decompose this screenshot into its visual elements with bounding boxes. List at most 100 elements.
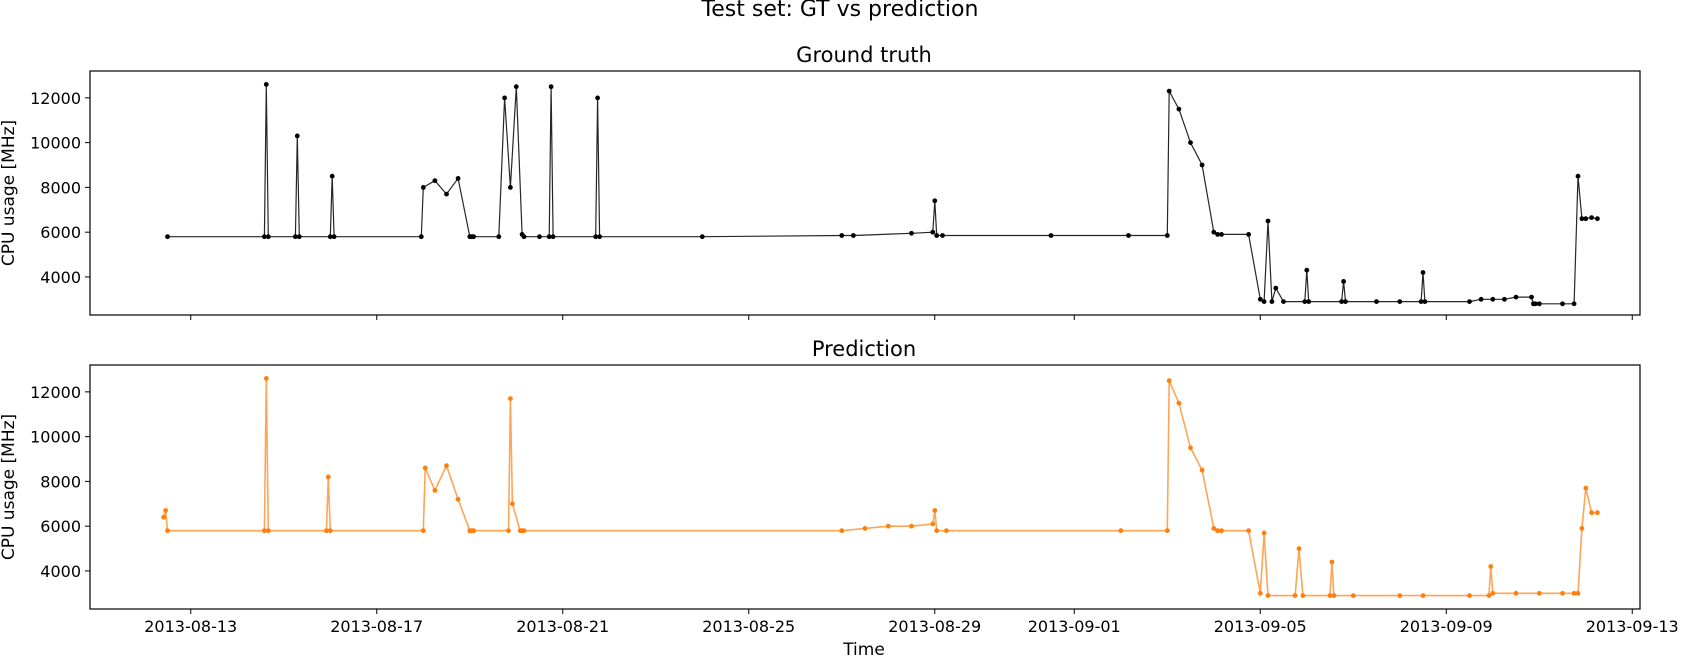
data-point-prediction: [1536, 590, 1542, 596]
data-point-ground-truth: [1215, 232, 1220, 237]
data-point-ground-truth: [932, 198, 938, 204]
data-point-prediction: [1292, 593, 1298, 598]
data-point-prediction: [1118, 528, 1124, 534]
data-point-prediction: [839, 528, 845, 534]
data-point-prediction: [930, 521, 936, 527]
data-point-ground-truth: [548, 84, 554, 90]
data-point-ground-truth: [327, 234, 333, 240]
data-point-ground-truth: [1536, 301, 1542, 307]
data-point-prediction: [455, 496, 461, 502]
data-point-prediction: [1215, 528, 1220, 534]
plot-area-prediction: [161, 376, 1600, 598]
data-point-ground-truth: [1341, 279, 1346, 284]
data-point-ground-truth: [1269, 299, 1275, 304]
y-tick-label: 10000: [30, 134, 81, 153]
data-point-ground-truth: [1533, 301, 1538, 307]
panel-prediction: Prediction CPU usage [MHz] 4000 6000 8000 1…: [0, 337, 1679, 636]
data-point-ground-truth: [1281, 299, 1286, 304]
data-point-prediction: [1488, 564, 1494, 569]
data-point-prediction: [1350, 593, 1356, 598]
data-point-prediction: [862, 526, 868, 531]
data-point-prediction: [1583, 485, 1589, 491]
data-point-prediction: [508, 396, 513, 401]
data-point-prediction: [1329, 559, 1335, 565]
data-point-prediction: [161, 514, 167, 520]
data-point-prediction: [432, 488, 438, 493]
panel-title-prediction: Prediction: [812, 337, 916, 361]
data-point-ground-truth: [1304, 267, 1310, 273]
data-point-prediction: [422, 465, 428, 471]
data-point-prediction: [444, 463, 449, 469]
x-tick-label: 2013-09-05: [1214, 617, 1307, 636]
data-point-prediction: [1467, 593, 1472, 598]
data-point-prediction: [1513, 590, 1519, 596]
data-point-ground-truth: [521, 234, 527, 240]
data-point-ground-truth: [550, 234, 556, 240]
data-point-ground-truth: [1246, 232, 1251, 237]
data-point-prediction: [944, 528, 949, 534]
data-point-ground-truth: [593, 234, 599, 240]
y-tick-label: 4000: [40, 268, 81, 287]
data-point-prediction: [1219, 528, 1224, 534]
data-point-prediction: [934, 528, 940, 534]
data-point-ground-truth: [546, 234, 552, 240]
data-point-prediction: [1571, 590, 1577, 596]
data-point-ground-truth: [1513, 294, 1519, 300]
data-point-ground-truth: [1219, 232, 1224, 237]
data-point-ground-truth: [293, 234, 298, 240]
data-point-prediction: [1265, 593, 1271, 598]
series-line-prediction: [162, 378, 1598, 597]
data-point-prediction: [1327, 593, 1333, 598]
data-point-ground-truth: [418, 234, 424, 240]
x-tick-label: 2013-09-13: [1586, 617, 1679, 636]
data-point-ground-truth: [1418, 299, 1424, 304]
data-point-prediction: [506, 528, 511, 534]
data-point-ground-truth: [1343, 299, 1348, 304]
data-point-prediction: [327, 528, 333, 534]
data-point-prediction: [262, 528, 267, 534]
data-point-ground-truth: [1595, 216, 1600, 222]
data-point-ground-truth: [1422, 299, 1428, 304]
data-point-ground-truth: [296, 234, 302, 240]
data-point-prediction: [1490, 590, 1496, 596]
x-tick-label: 2013-08-13: [144, 617, 237, 636]
data-point-ground-truth: [1589, 215, 1594, 221]
data-point-ground-truth: [1164, 233, 1170, 238]
data-point-ground-truth: [1467, 299, 1472, 304]
y-ticks-ground-truth: 4000 6000 8000 10000 12000: [30, 89, 90, 287]
data-point-ground-truth: [909, 230, 914, 236]
data-point-ground-truth: [263, 82, 269, 87]
axes-frame-ground-truth: [89, 70, 1641, 316]
data-point-ground-truth: [1374, 299, 1379, 304]
data-point-ground-truth: [1575, 173, 1581, 179]
data-point-ground-truth: [1571, 301, 1577, 307]
x-tick-label: 2013-08-21: [516, 617, 609, 636]
data-point-ground-truth: [444, 191, 449, 197]
series-line-ground-truth: [167, 84, 1598, 305]
data-point-prediction: [324, 528, 329, 534]
data-point-ground-truth: [1397, 299, 1403, 304]
data-point-prediction: [325, 474, 331, 480]
data-point-prediction: [471, 528, 476, 534]
y-tick-label: 4000: [40, 562, 81, 581]
data-point-ground-truth: [455, 176, 461, 181]
data-point-ground-truth: [329, 173, 335, 179]
data-point-ground-truth: [1273, 285, 1279, 291]
data-point-ground-truth: [1579, 216, 1585, 222]
data-point-prediction: [1589, 510, 1594, 516]
data-point-prediction: [1560, 590, 1565, 596]
data-point-ground-truth: [1176, 106, 1182, 112]
panel-title-ground-truth: Ground truth: [796, 43, 932, 67]
data-point-ground-truth: [420, 185, 426, 190]
x-tick-label: 2013-08-29: [888, 617, 981, 636]
data-point-ground-truth: [851, 233, 856, 238]
data-point-prediction: [885, 523, 891, 529]
data-point-ground-truth: [595, 95, 600, 101]
data-point-prediction: [163, 508, 169, 513]
plot-area-ground-truth: [165, 82, 1600, 307]
data-point-ground-truth: [331, 234, 337, 240]
data-point-ground-truth: [508, 185, 513, 190]
data-point-prediction: [932, 508, 938, 513]
data-point-ground-truth: [1211, 229, 1217, 235]
